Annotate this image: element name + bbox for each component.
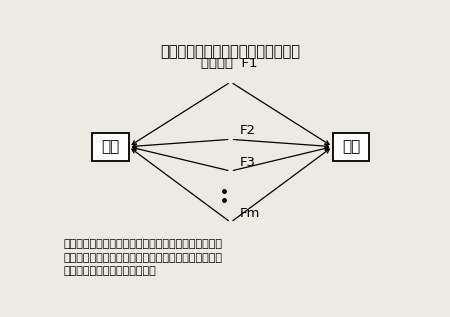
Text: 代替システムが存在する。: 代替システムが存在する。 <box>63 266 156 276</box>
Text: Fm: Fm <box>239 207 260 220</box>
Text: 投入: 投入 <box>101 139 119 154</box>
Text: F3: F3 <box>239 156 255 169</box>
Text: 産出: 産出 <box>342 139 360 154</box>
Text: F2: F2 <box>239 124 255 137</box>
Text: 図４　政策執行システム検討の意味: 図４ 政策執行システム検討の意味 <box>161 44 301 59</box>
Text: 生産関数  F1: 生産関数 F1 <box>201 57 257 70</box>
Bar <box>333 133 369 161</box>
Text: 注：生産関数Ｆ１が選択され執行システムとして使用: 注：生産関数Ｆ１が選択され執行システムとして使用 <box>63 239 222 249</box>
Bar <box>92 133 129 161</box>
Text: されているとすると，これ以外にｍ－１とおりの: されているとすると，これ以外にｍ－１とおりの <box>63 253 222 263</box>
